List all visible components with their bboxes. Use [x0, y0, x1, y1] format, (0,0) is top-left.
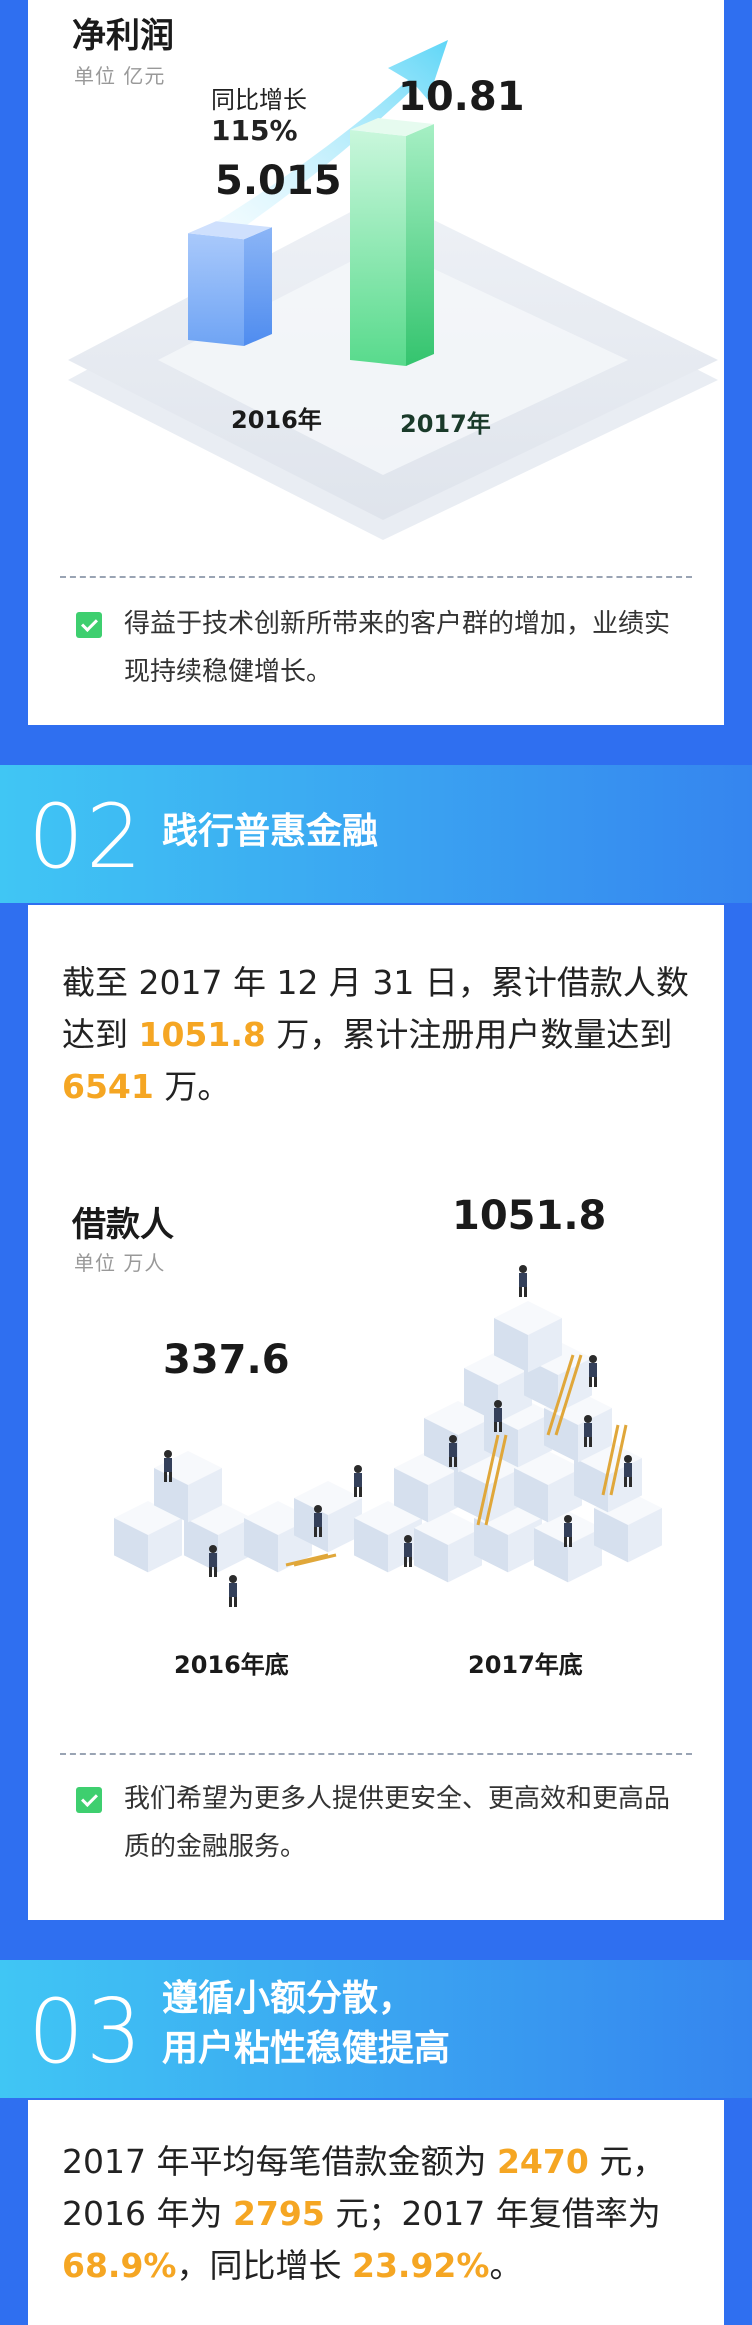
- para-text: 万，累计注册用户数量达到: [265, 1015, 673, 1054]
- person-figure: [584, 1415, 592, 1447]
- person-figure: [624, 1455, 632, 1487]
- section-title-line2: 用户粘性稳健提高: [162, 2028, 451, 2069]
- value-label-2016: 337.6: [163, 1337, 290, 1383]
- bar-front: [188, 233, 244, 346]
- bar-side: [406, 124, 434, 366]
- para-text: 万。: [153, 1067, 231, 1106]
- loan-stats-paragraph: 2017 年平均每笔借款金额为 2470 元，2016 年为 2795 元；20…: [62, 2136, 702, 2292]
- section-title: 遵循小额分散， 用户粘性稳健提高: [162, 1974, 450, 2074]
- highlight-users: 6541: [62, 1067, 154, 1106]
- ladder: [285, 1553, 337, 1567]
- ladder: [546, 1354, 583, 1436]
- para-text: ，同比增长: [176, 2246, 352, 2285]
- growth-value: 115%: [211, 114, 298, 147]
- section-title-line1: 遵循小额分散，: [162, 1978, 415, 2019]
- person-figure: [209, 1545, 217, 1577]
- person-figure: [589, 1355, 597, 1387]
- chart-title: 借款人: [72, 1205, 174, 1245]
- para-text: 2017 年平均每笔借款金额为: [62, 2142, 497, 2181]
- value-label-2016: 5.015: [215, 158, 342, 204]
- chart-unit: 单位 万人: [74, 1251, 166, 1275]
- highlight-avg-2016: 2795: [232, 2194, 325, 2233]
- checkbox-icon: [76, 1787, 102, 1813]
- person-figure: [449, 1435, 457, 1467]
- chart-title: 净利润: [72, 16, 174, 56]
- highlight-avg-2017: 2470: [496, 2142, 589, 2181]
- para-text: 元；2017 年复借率为: [324, 2194, 661, 2233]
- category-label-2017: 2017年: [400, 410, 491, 438]
- para-text: 截至 2017 年 12 月 31 日，累计借款人数达到: [62, 963, 689, 1054]
- category-label-2016: 2016年底: [174, 1651, 289, 1679]
- bar-side: [244, 227, 272, 346]
- cube-block: [414, 1511, 482, 1583]
- person-figure: [519, 1265, 527, 1297]
- borrowers-paragraph: 截至 2017 年 12 月 31 日，累计借款人数达到 1051.8 万，累计…: [62, 957, 692, 1113]
- person-figure: [404, 1535, 412, 1567]
- category-label-2017: 2017年底: [468, 1651, 583, 1679]
- ladder: [601, 1424, 628, 1496]
- borrowers-chart: [114, 1265, 662, 1607]
- checkbox-icon: [76, 612, 102, 638]
- section-number: 02: [28, 785, 144, 888]
- bar-front: [350, 130, 406, 366]
- value-label-2017: 10.81: [398, 74, 525, 120]
- borrowers-card: 截至 2017 年 12 月 31 日，累计借款人数达到 1051.8 万，累计…: [28, 905, 724, 1920]
- highlight-growth: 23.92%: [352, 2246, 490, 2285]
- bar-2016: [188, 221, 272, 346]
- divider: [60, 576, 692, 578]
- para-text: 。: [489, 2246, 523, 2285]
- bar-2017: [350, 118, 434, 366]
- section-header-02: 02 践行普惠金融: [0, 765, 752, 903]
- divider: [60, 1753, 692, 1755]
- growth-label: 同比增长: [211, 86, 307, 114]
- cube-block: [514, 1451, 582, 1523]
- category-label-2016: 2016年: [231, 406, 322, 434]
- net-profit-chart: [68, 40, 718, 540]
- person-figure: [229, 1575, 237, 1607]
- cube-block: [394, 1451, 462, 1523]
- value-label-2017: 1051.8: [452, 1193, 607, 1239]
- bar-top: [350, 118, 434, 136]
- section-number: 03: [28, 1980, 144, 2083]
- loan-stats-card: 2017 年平均每笔借款金额为 2470 元，2016 年为 2795 元；20…: [28, 2100, 724, 2325]
- cube-block: [594, 1491, 662, 1563]
- highlight-reborrow-rate: 68.9%: [62, 2246, 177, 2285]
- person-figure: [354, 1465, 362, 1497]
- chart-unit: 单位 亿元: [74, 64, 166, 88]
- net-profit-card: 净利润 单位 亿元: [28, 0, 724, 725]
- growth-arrow: [203, 40, 448, 245]
- para-text: 元，2016 年为: [62, 2142, 666, 2233]
- highlight-borrowers: 1051.8: [138, 1015, 266, 1054]
- note-text: 得益于技术创新所带来的客户群的增加，业绩实现持续稳健增长。: [124, 609, 671, 687]
- ladder: [476, 1434, 508, 1526]
- person-figure: [564, 1515, 572, 1547]
- person-figure: [494, 1400, 502, 1432]
- section-title: 践行普惠金融: [162, 811, 379, 852]
- section-header-03: 03 遵循小额分散， 用户粘性稳健提高: [0, 1960, 752, 2098]
- note-text: 我们希望为更多人提供更安全、更高效和更高品质的金融服务。: [124, 1784, 671, 1862]
- cube-block: [494, 1301, 562, 1373]
- person-figure: [164, 1450, 172, 1482]
- person-figure: [314, 1505, 322, 1537]
- bar-top: [188, 221, 272, 240]
